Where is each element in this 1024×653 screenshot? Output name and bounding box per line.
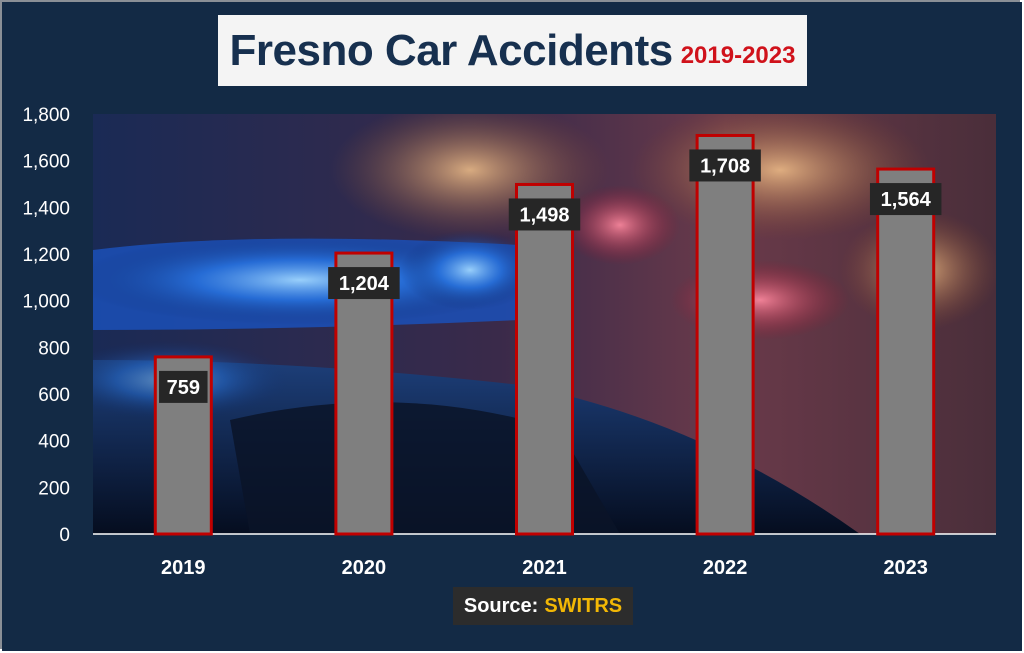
- data-label: 1,498: [519, 204, 569, 226]
- bars: 759 1,204 1,498 1,708 1,564: [153, 133, 942, 536]
- y-tick-label: 1,400: [22, 198, 70, 219]
- x-tick-label: 2023: [883, 557, 928, 579]
- x-tick-label: 2021: [522, 557, 567, 579]
- y-tick-label: 1,000: [22, 292, 70, 313]
- y-axis: 0 200 400 600 800 1,000 1,200 1,400 1,600 1,800: [22, 105, 70, 546]
- data-label: 1,708: [700, 155, 750, 177]
- data-label-background: [869, 183, 942, 216]
- bar-2022: [695, 133, 755, 536]
- bar-2020: [334, 251, 394, 536]
- x-tick-label: 2019: [161, 557, 206, 579]
- chart-title-main: Fresno Car Accidents: [229, 25, 674, 75]
- data-label: 759: [167, 377, 200, 399]
- source-label: Source:: [463, 594, 539, 617]
- bar-2023: [876, 167, 936, 536]
- y-tick-label: 400: [38, 432, 70, 453]
- chart-title: Fresno Car Accidents 2019-2023: [218, 15, 807, 86]
- y-tick-label: 600: [38, 385, 70, 406]
- bar-2021: [515, 182, 574, 536]
- x-tick-label: 2020: [342, 557, 387, 579]
- data-label: 1,564: [881, 189, 932, 211]
- chart-title-years: 2019-2023: [680, 41, 796, 69]
- y-tick-label: 200: [38, 478, 70, 499]
- x-tick-label: 2022: [703, 557, 748, 579]
- data-label-background: [689, 149, 761, 182]
- y-tick-label: 800: [38, 338, 70, 359]
- source-note: Source: SWITRS: [453, 587, 633, 625]
- data-label-background: [159, 370, 208, 403]
- data-label-background: [508, 198, 581, 231]
- source-value: SWITRS: [544, 594, 623, 617]
- y-tick-label: 0: [59, 525, 70, 546]
- y-tick-label: 1,200: [22, 245, 70, 266]
- y-tick-label: 1,800: [22, 105, 70, 126]
- data-label: 1,204: [339, 273, 390, 295]
- data-label-background: [328, 267, 400, 300]
- x-axis: 2019 2020 2021 2022 2023: [161, 557, 928, 579]
- y-tick-label: 1,600: [22, 152, 70, 173]
